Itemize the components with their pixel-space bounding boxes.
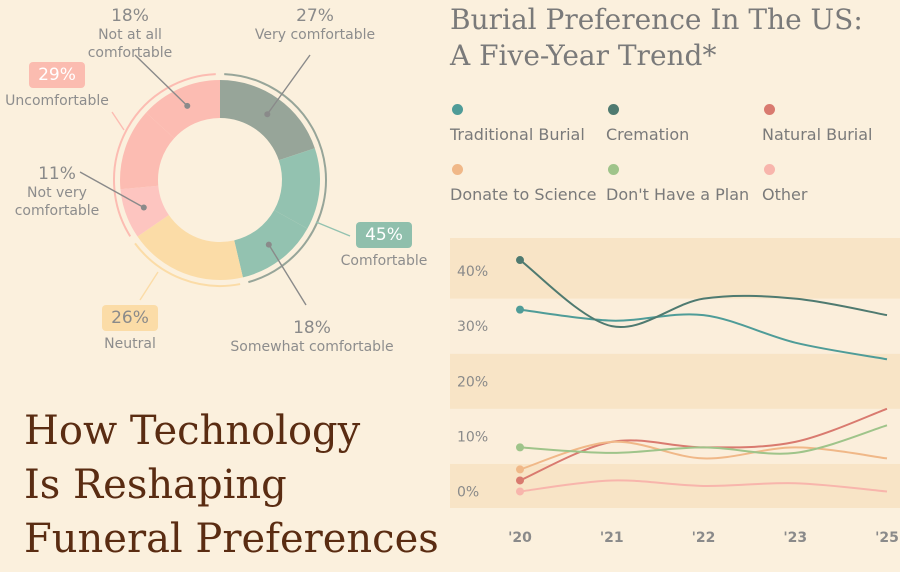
legend-dot [452,164,463,175]
leader-line [111,111,125,131]
donut-segment [274,148,320,229]
legend-label: Donate to Science [450,185,597,204]
series-line [519,479,888,493]
segment-label: Neutral [104,336,156,352]
leader-line [79,171,145,209]
donut-group-arc [113,73,216,237]
donut-label-neutral: 26% Neutral [80,305,180,353]
legend-item: Other [762,164,807,204]
grid-band [450,408,900,464]
legend-label: Other [762,185,808,204]
chart-title-line: Burial Preference In The US: [450,3,863,36]
legend-dot [764,164,775,175]
y-tick-label: 20% [457,374,488,390]
donut-segment [146,80,220,139]
legend-item: Don't Have a Plan [606,164,749,204]
legend-item: Traditional Burial [450,104,585,144]
y-tick-label: 0% [457,484,479,500]
series-start-point [516,487,524,496]
headline-line: Is Reshaping [24,462,287,508]
leader-dot [140,204,147,211]
line-chart: 0% 10% 20% 30% 40% '20 '21 '22 '23 '25 [450,238,900,546]
legend-label: Cremation [606,125,690,144]
legend-label: Don't Have a Plan [606,185,750,204]
series-start-point [516,256,524,265]
donut-group-arc [134,242,241,287]
pct-value: 18% [293,318,331,338]
legend-item: Cremation [606,104,689,144]
donut-label-comfortable: 45% Comfortable [330,222,438,270]
segment-label: Comfortable [340,253,428,269]
legend-dot [608,164,619,175]
leader-dot [264,111,271,118]
legend-dot [608,104,619,115]
donut-label-uncomfortable: 29% Uncomfortable [0,62,114,110]
grid-band [450,238,900,299]
pct-badge: 45% [356,222,412,248]
donut-segment [120,112,175,190]
x-tick-label: '21 [600,530,624,546]
series-line [519,440,888,471]
donut-segment [220,80,315,161]
leader-line [266,54,311,115]
leader-line [139,271,159,301]
pct-value: 18% [111,6,149,26]
legend-item: Natural Burial [762,104,873,144]
x-tick-label: '22 [692,530,716,546]
donut-segment [137,215,243,280]
legend-item: Donate to Science [450,164,596,204]
series-line [519,259,888,329]
x-tick-label: '23 [783,530,807,546]
y-tick-label: 30% [457,319,488,335]
headline-line: How Technology [24,408,361,454]
leader-line [315,221,351,237]
chart-title-line: A Five-Year Trend* [450,39,717,72]
series-line [519,308,888,361]
headline: How Technology Is Reshaping Funeral Pref… [24,404,439,566]
leader-line [268,244,307,306]
leader-dot [265,241,272,248]
series-start-point [516,476,524,485]
donut-label-somewhat: 18% Somewhat comfortable [222,318,402,356]
pct-value: 27% [296,6,334,26]
legend-dot [764,104,775,115]
y-tick-label: 40% [457,264,488,280]
donut-chart [79,54,351,306]
segment-label: Uncomfortable [5,93,109,109]
chart-title: Burial Preference In The US: A Five-Year… [450,2,863,74]
donut-segment [120,185,169,237]
series-start-point [516,465,524,474]
donut-group-arc [224,73,327,284]
headline-line: Funeral Preferences [24,516,439,562]
grid-band [450,353,900,409]
series-line [519,424,888,455]
legend-dot [452,104,463,115]
legend-label: Traditional Burial [450,125,585,144]
segment-label: Not at all comfortable [87,27,173,61]
segment-label-line: comfortable [14,203,100,219]
donut-label-not-at-all: 18% Not at all comfortable [60,6,200,62]
y-tick-label: 10% [457,429,488,445]
x-tick-label: '25 [875,530,899,546]
segment-label: Very comfortable [254,27,376,43]
leader-line [134,54,188,107]
pct-badge: 29% [29,62,85,88]
leader-dot [184,102,191,109]
donut-label-not-very: 11% Not very comfortable [0,164,114,220]
pct-badge: 26% [102,305,158,331]
series-start-point [516,305,524,314]
pct-value: 11% [38,164,76,184]
x-tick-label: '20 [508,530,532,546]
donut-label-very: 27% Very comfortable [240,6,390,44]
segment-label-line: Not very [27,185,87,201]
segment-label: Somewhat comfortable [230,339,394,355]
series-start-point [516,443,524,452]
legend-label: Natural Burial [762,125,873,144]
